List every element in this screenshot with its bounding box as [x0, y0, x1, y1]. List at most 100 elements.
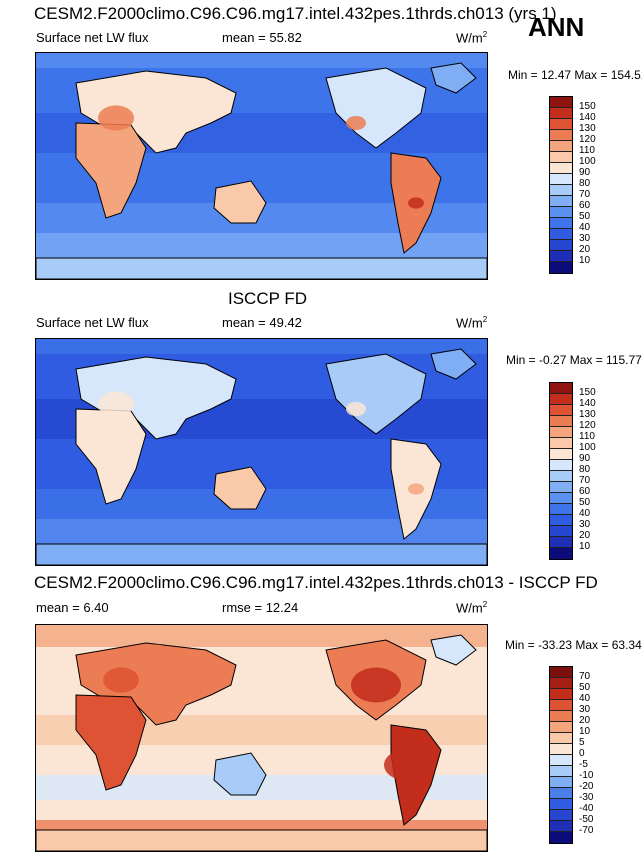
colorbar-tick-label: 70	[579, 475, 591, 486]
colorbar-tick-label: 20	[579, 530, 591, 541]
colorbar-swatch	[550, 832, 572, 843]
colorbar-swatch	[550, 427, 572, 438]
colorbar-swatch	[550, 383, 572, 394]
field-hotspot	[408, 483, 424, 495]
colorbar-tick-label: 20	[579, 715, 591, 726]
colorbar-swatch	[550, 548, 572, 559]
continent-outline	[36, 257, 487, 279]
continent-outline	[213, 466, 267, 510]
continent-outline	[75, 122, 147, 219]
panel3-colorbar	[549, 666, 573, 844]
colorbar-tick-label: 70	[579, 671, 591, 682]
colorbar-swatch	[550, 229, 572, 240]
colorbar-tick-label: 50	[579, 497, 591, 508]
continent-outline	[36, 543, 487, 565]
colorbar-tick-label: 90	[579, 167, 591, 178]
colorbar-swatch	[550, 97, 572, 108]
colorbar-swatch	[550, 700, 572, 711]
colorbar-tick-label: 10	[579, 255, 591, 266]
colorbar-swatch	[550, 810, 572, 821]
colorbar-tick-label: 140	[579, 398, 596, 409]
colorbar-tick-label: 10	[579, 726, 591, 737]
panel3-minmax: Min = -33.23 Max = 63.34	[505, 638, 642, 652]
panel2-mean-label: mean = 49.42	[222, 315, 302, 330]
continent-outline	[213, 752, 267, 796]
colorbar-tick-label: -5	[579, 759, 588, 770]
colorbar-swatch	[550, 196, 572, 207]
continent-outline	[430, 634, 477, 666]
colorbar-swatch	[550, 174, 572, 185]
colorbar-tick-label: 40	[579, 508, 591, 519]
colorbar-tick-label: -30	[579, 792, 594, 803]
colorbar-swatch	[550, 722, 572, 733]
continent-outline	[75, 408, 147, 505]
colorbar-tick-label: 110	[579, 431, 595, 442]
colorbar-swatch	[550, 689, 572, 700]
colorbar-tick-label: -20	[579, 781, 594, 792]
colorbar-tick-label: -40	[579, 803, 594, 814]
colorbar-swatch	[550, 130, 572, 141]
colorbar-swatch	[550, 416, 572, 427]
colorbar-swatch	[550, 766, 572, 777]
colorbar-swatch	[550, 515, 572, 526]
field-hotspot	[103, 667, 139, 693]
colorbar-tick-label: 100	[579, 156, 596, 167]
colorbar-tick-label: 5	[579, 737, 585, 748]
panel1-units: W/m2	[456, 30, 488, 46]
colorbar-tick-label: 120	[579, 134, 596, 145]
colorbar-swatch	[550, 251, 572, 262]
panel1-variable-label: Surface net LW flux	[36, 30, 149, 45]
panel1-mean-label: mean = 55.82	[222, 30, 302, 45]
season-label: ANN	[528, 12, 585, 42]
colorbar-swatch	[550, 471, 572, 482]
panel1-minmax: Min = 12.47 Max = 154.51	[508, 68, 642, 82]
panel2-units: W/m2	[456, 315, 488, 331]
colorbar-swatch	[550, 218, 572, 229]
colorbar-swatch	[550, 460, 572, 471]
continent-outline	[430, 348, 477, 380]
colorbar-swatch	[550, 438, 572, 449]
colorbar-tick-label: 80	[579, 464, 591, 475]
colorbar-swatch	[550, 152, 572, 163]
panel2-title: ISCCP FD	[228, 289, 308, 308]
panel3-units: W/m2	[456, 600, 488, 616]
colorbar-tick-label: 150	[579, 387, 596, 398]
colorbar-swatch	[550, 537, 572, 548]
field-hotspot	[141, 644, 171, 666]
colorbar-swatch	[550, 207, 572, 218]
colorbar-swatch	[550, 185, 572, 196]
panel3-title: CESM2.F2000climo.C96.C96.mg17.intel.432p…	[34, 573, 598, 592]
panel2-map	[35, 338, 488, 566]
colorbar-swatch	[550, 141, 572, 152]
colorbar-swatch	[550, 777, 572, 788]
panel3-map	[35, 624, 488, 852]
colorbar-tick-label: 130	[579, 123, 596, 134]
colorbar-tick-label: 130	[579, 409, 596, 420]
colorbar-swatch	[550, 504, 572, 515]
colorbar-tick-label: 40	[579, 693, 591, 704]
field-map-svg	[36, 625, 487, 851]
colorbar-swatch	[550, 799, 572, 810]
colorbar-tick-label: 30	[579, 519, 591, 530]
colorbar-swatch	[550, 262, 572, 273]
colorbar-tick-label: 120	[579, 420, 596, 431]
panel1-title: CESM2.F2000climo.C96.C96.mg17.intel.432p…	[34, 4, 557, 23]
colorbar-swatch	[550, 821, 572, 832]
colorbar-tick-label: 10	[579, 541, 591, 552]
colorbar-swatch	[550, 108, 572, 119]
colorbar-tick-label: 60	[579, 486, 591, 497]
colorbar-swatch	[550, 788, 572, 799]
colorbar-swatch	[550, 678, 572, 689]
colorbar-tick-label: 40	[579, 222, 591, 233]
continent-outline	[75, 694, 147, 791]
colorbar-swatch	[550, 667, 572, 678]
colorbar-swatch	[550, 526, 572, 537]
colorbar-swatch	[550, 119, 572, 130]
field-hotspot	[408, 197, 424, 209]
continent-outline	[36, 829, 487, 851]
colorbar-tick-label: 110	[579, 145, 595, 156]
colorbar-swatch	[550, 405, 572, 416]
colorbar-tick-label: 50	[579, 682, 591, 693]
colorbar-tick-label: 90	[579, 453, 591, 464]
panel3-mean-label: mean = 6.40	[36, 600, 109, 615]
